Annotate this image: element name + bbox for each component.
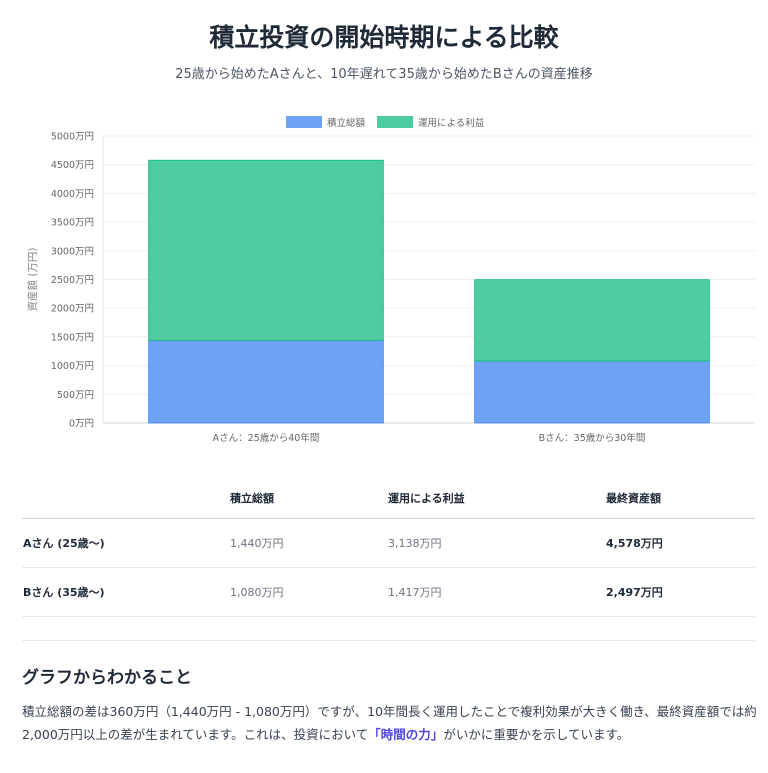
- row-label: Bさん (35歳〜): [22, 567, 229, 617]
- insight-text: 積立総額の差は360万円（1,440万円 - 1,080万円）ですが、10年間長…: [22, 700, 757, 746]
- table-row: Aさん (25歳〜) 1,440万円 3,138万円 4,578万円: [22, 518, 755, 568]
- bar-segment: [474, 279, 710, 362]
- x-tick-label: Bさん：35歳から30年間: [539, 432, 646, 444]
- y-tick-label: 5000万円: [51, 132, 94, 143]
- y-tick-label: 4500万円: [51, 160, 94, 171]
- insight-text-part: 積立総額の差は360万円（1,440万円 - 1,080万円）ですが、10年間長…: [22, 704, 757, 742]
- table-header-row: 積立総額 運用による利益 最終資産額: [22, 478, 755, 519]
- y-tick-label: 1500万円: [51, 332, 94, 343]
- cell: 1,417万円: [387, 567, 605, 617]
- y-tick-label: 500万円: [57, 390, 94, 401]
- comparison-table: 積立総額 運用による利益 最終資産額 Aさん (25歳〜) 1,440万円 3,…: [22, 478, 755, 617]
- cell: 1,440万円: [229, 518, 387, 568]
- cell: 2,497万円: [605, 567, 755, 617]
- y-tick-label: 3500万円: [51, 218, 94, 229]
- table-header: 積立総額: [229, 478, 387, 519]
- y-tick-label: 0万円: [69, 419, 94, 430]
- bar-segment: [148, 159, 384, 341]
- x-tick-label: Aさん：25歳から40年間: [213, 432, 320, 444]
- bar-segment: [148, 339, 384, 424]
- insight-text-part: がいかに重要かを示しています。: [443, 727, 630, 742]
- y-tick-label: 2000万円: [51, 304, 94, 315]
- table-row: Bさん (35歳〜) 1,080万円 1,417万円 2,497万円: [22, 567, 755, 617]
- cell: 3,138万円: [387, 518, 605, 568]
- legend-label: 積立総額: [327, 117, 366, 129]
- bar-segment: [474, 360, 710, 424]
- legend-label: 運用による利益: [418, 117, 485, 129]
- y-axis-label: 資産額 (万円): [26, 247, 39, 311]
- page-subtitle: 25歳から始めたAさんと、10年遅れて35歳から始めたBさんの資産推移: [175, 67, 593, 82]
- insight-highlight: 「時間の力」: [368, 727, 444, 742]
- section-divider: [22, 640, 755, 641]
- legend-swatch: [286, 116, 322, 128]
- y-tick-label: 1000万円: [51, 361, 94, 372]
- table-header: [22, 478, 229, 519]
- page-title: 積立投資の開始時期による比較: [209, 23, 559, 52]
- stacked-bar-chart: 0万円 500万円 1000万円 1500万円 2000万円 2500万円 3000万円 35…: [26, 116, 755, 444]
- cell: 4,578万円: [605, 518, 755, 568]
- legend-swatch: [377, 116, 414, 128]
- table-header: 最終資産額: [605, 478, 755, 519]
- insight-heading: グラフからわかること: [22, 668, 192, 688]
- y-tick-label: 3000万円: [51, 246, 94, 257]
- y-tick-label: 4000万円: [51, 189, 94, 200]
- row-label: Aさん (25歳〜): [22, 518, 229, 568]
- y-tick-label: 2500万円: [51, 275, 94, 286]
- table-header: 運用による利益: [387, 478, 605, 519]
- cell: 1,080万円: [229, 567, 387, 617]
